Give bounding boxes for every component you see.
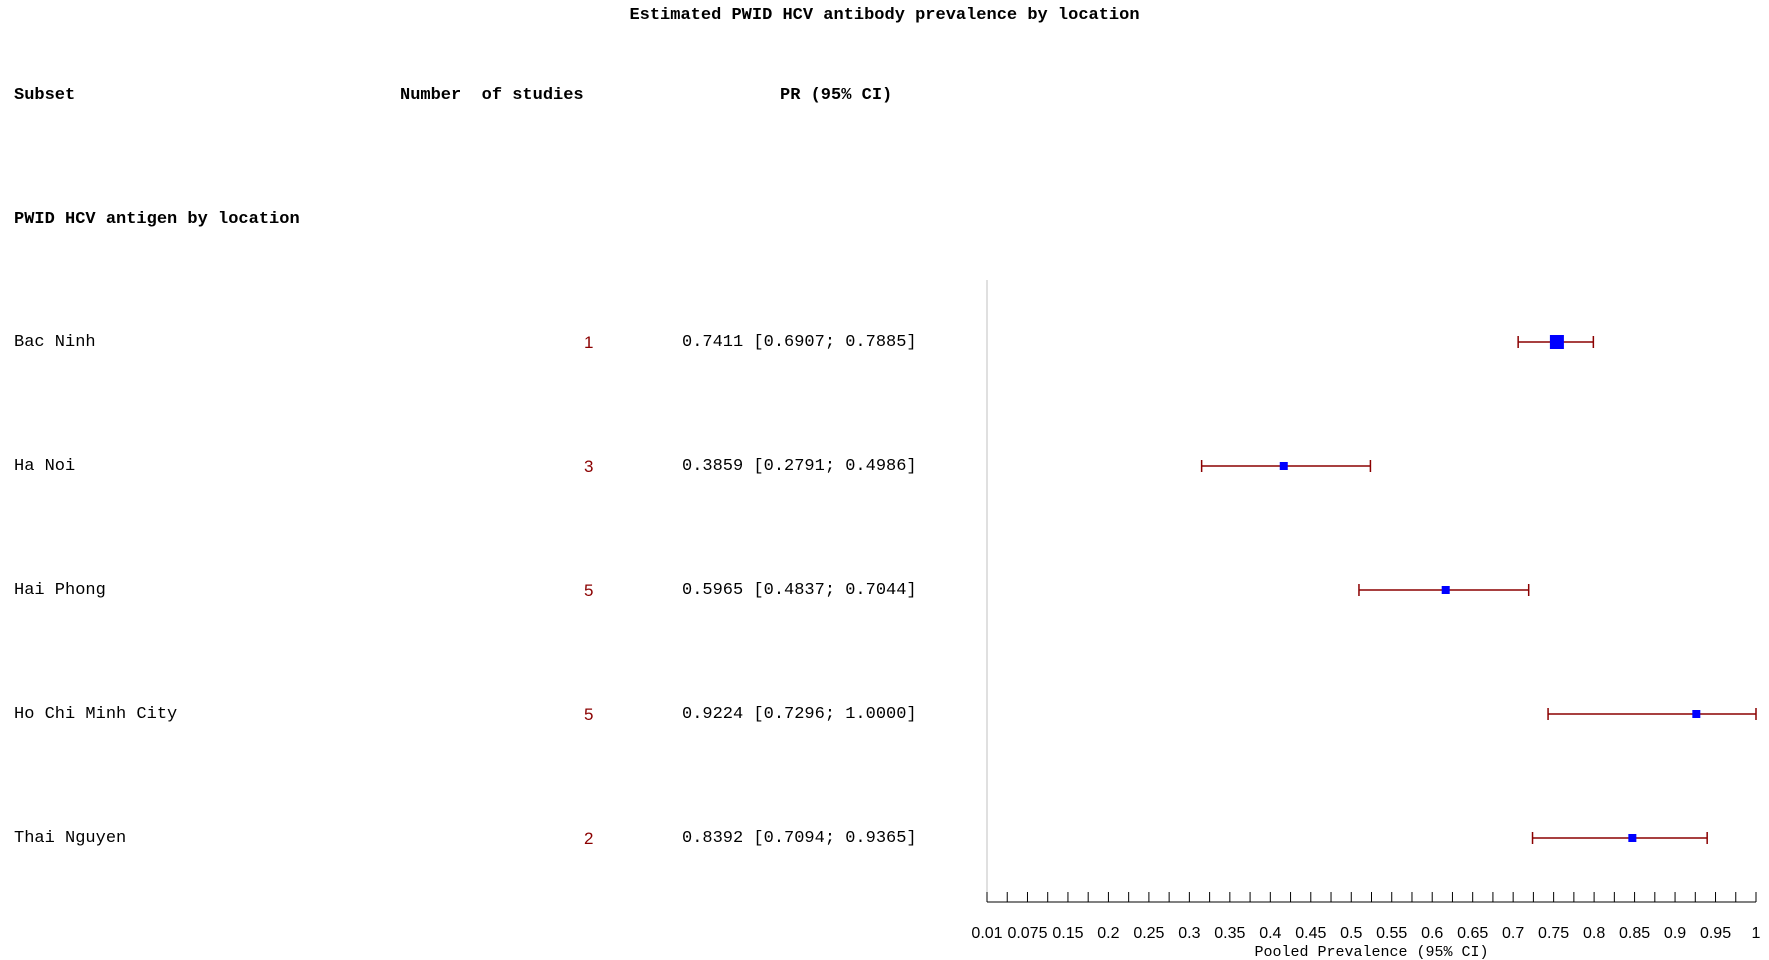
point-estimate	[1279, 462, 1288, 470]
row-label: Thai Nguyen	[14, 829, 127, 848]
x-tick-label: 0.4	[1259, 925, 1281, 942]
x-tick-label: 0.85	[1619, 925, 1650, 942]
x-tick-label: 0.2	[1097, 925, 1119, 942]
x-tick-label: 0.55	[1376, 925, 1407, 942]
row-pr-text: 0.7411 [0.6907; 0.7885]	[682, 333, 917, 352]
point-estimate	[1441, 586, 1450, 594]
row-pr-text: 0.9224 [0.7296; 1.0000]	[682, 705, 917, 724]
x-tick-label: 0.075	[1007, 925, 1047, 942]
x-tick-label: 0.01	[971, 925, 1002, 942]
row-pr-text: 0.5965 [0.4837; 0.7044]	[682, 581, 917, 600]
row-pr-text: 0.8392 [0.7094; 0.9365]	[682, 829, 917, 848]
column-header-pr: PR (95% CI)	[780, 86, 893, 105]
row-label: Bac Ninh	[14, 333, 96, 352]
row-pr-text: 0.3859 [0.2791; 0.4986]	[682, 457, 917, 476]
chart-title: Estimated PWID HCV antibody prevalence b…	[629, 6, 1140, 25]
x-tick-label: 0.65	[1457, 925, 1488, 942]
row-study-count: 5	[584, 581, 594, 600]
row-label: Hai Phong	[14, 581, 106, 600]
group-label: PWID HCV antigen by location	[14, 210, 300, 229]
point-estimate	[1628, 834, 1637, 842]
column-header-subset: Subset	[14, 86, 76, 105]
x-tick-label: 0.35	[1214, 925, 1245, 942]
x-tick-label: 0.8	[1583, 925, 1605, 942]
x-tick-label: 0.25	[1133, 925, 1164, 942]
x-tick-label: 1	[1752, 925, 1761, 942]
x-tick-label: 0.3	[1178, 925, 1200, 942]
x-tick-label: 0.95	[1700, 925, 1731, 942]
row-label: Ho Chi Minh City	[14, 705, 178, 724]
x-tick-label: 0.15	[1052, 925, 1083, 942]
x-tick-label: 0.45	[1295, 925, 1326, 942]
x-tick-label: 0.5	[1340, 925, 1362, 942]
column-header-number-of-studies: Number of studies	[400, 86, 584, 105]
x-tick-label: 0.6	[1421, 925, 1443, 942]
row-study-count: 1	[584, 333, 594, 352]
row-study-count: 2	[584, 829, 594, 848]
row-label: Ha Noi	[14, 457, 76, 476]
x-axis-label: Pooled Prevalence (95% CI)	[1254, 944, 1488, 960]
x-tick-label: 0.9	[1664, 925, 1686, 942]
point-estimate	[1692, 710, 1701, 718]
row-study-count: 5	[584, 705, 594, 724]
point-estimate	[1549, 335, 1564, 349]
x-tick-label: 0.7	[1502, 925, 1524, 942]
x-tick-label: 0.75	[1538, 925, 1569, 942]
row-study-count: 3	[584, 457, 594, 476]
